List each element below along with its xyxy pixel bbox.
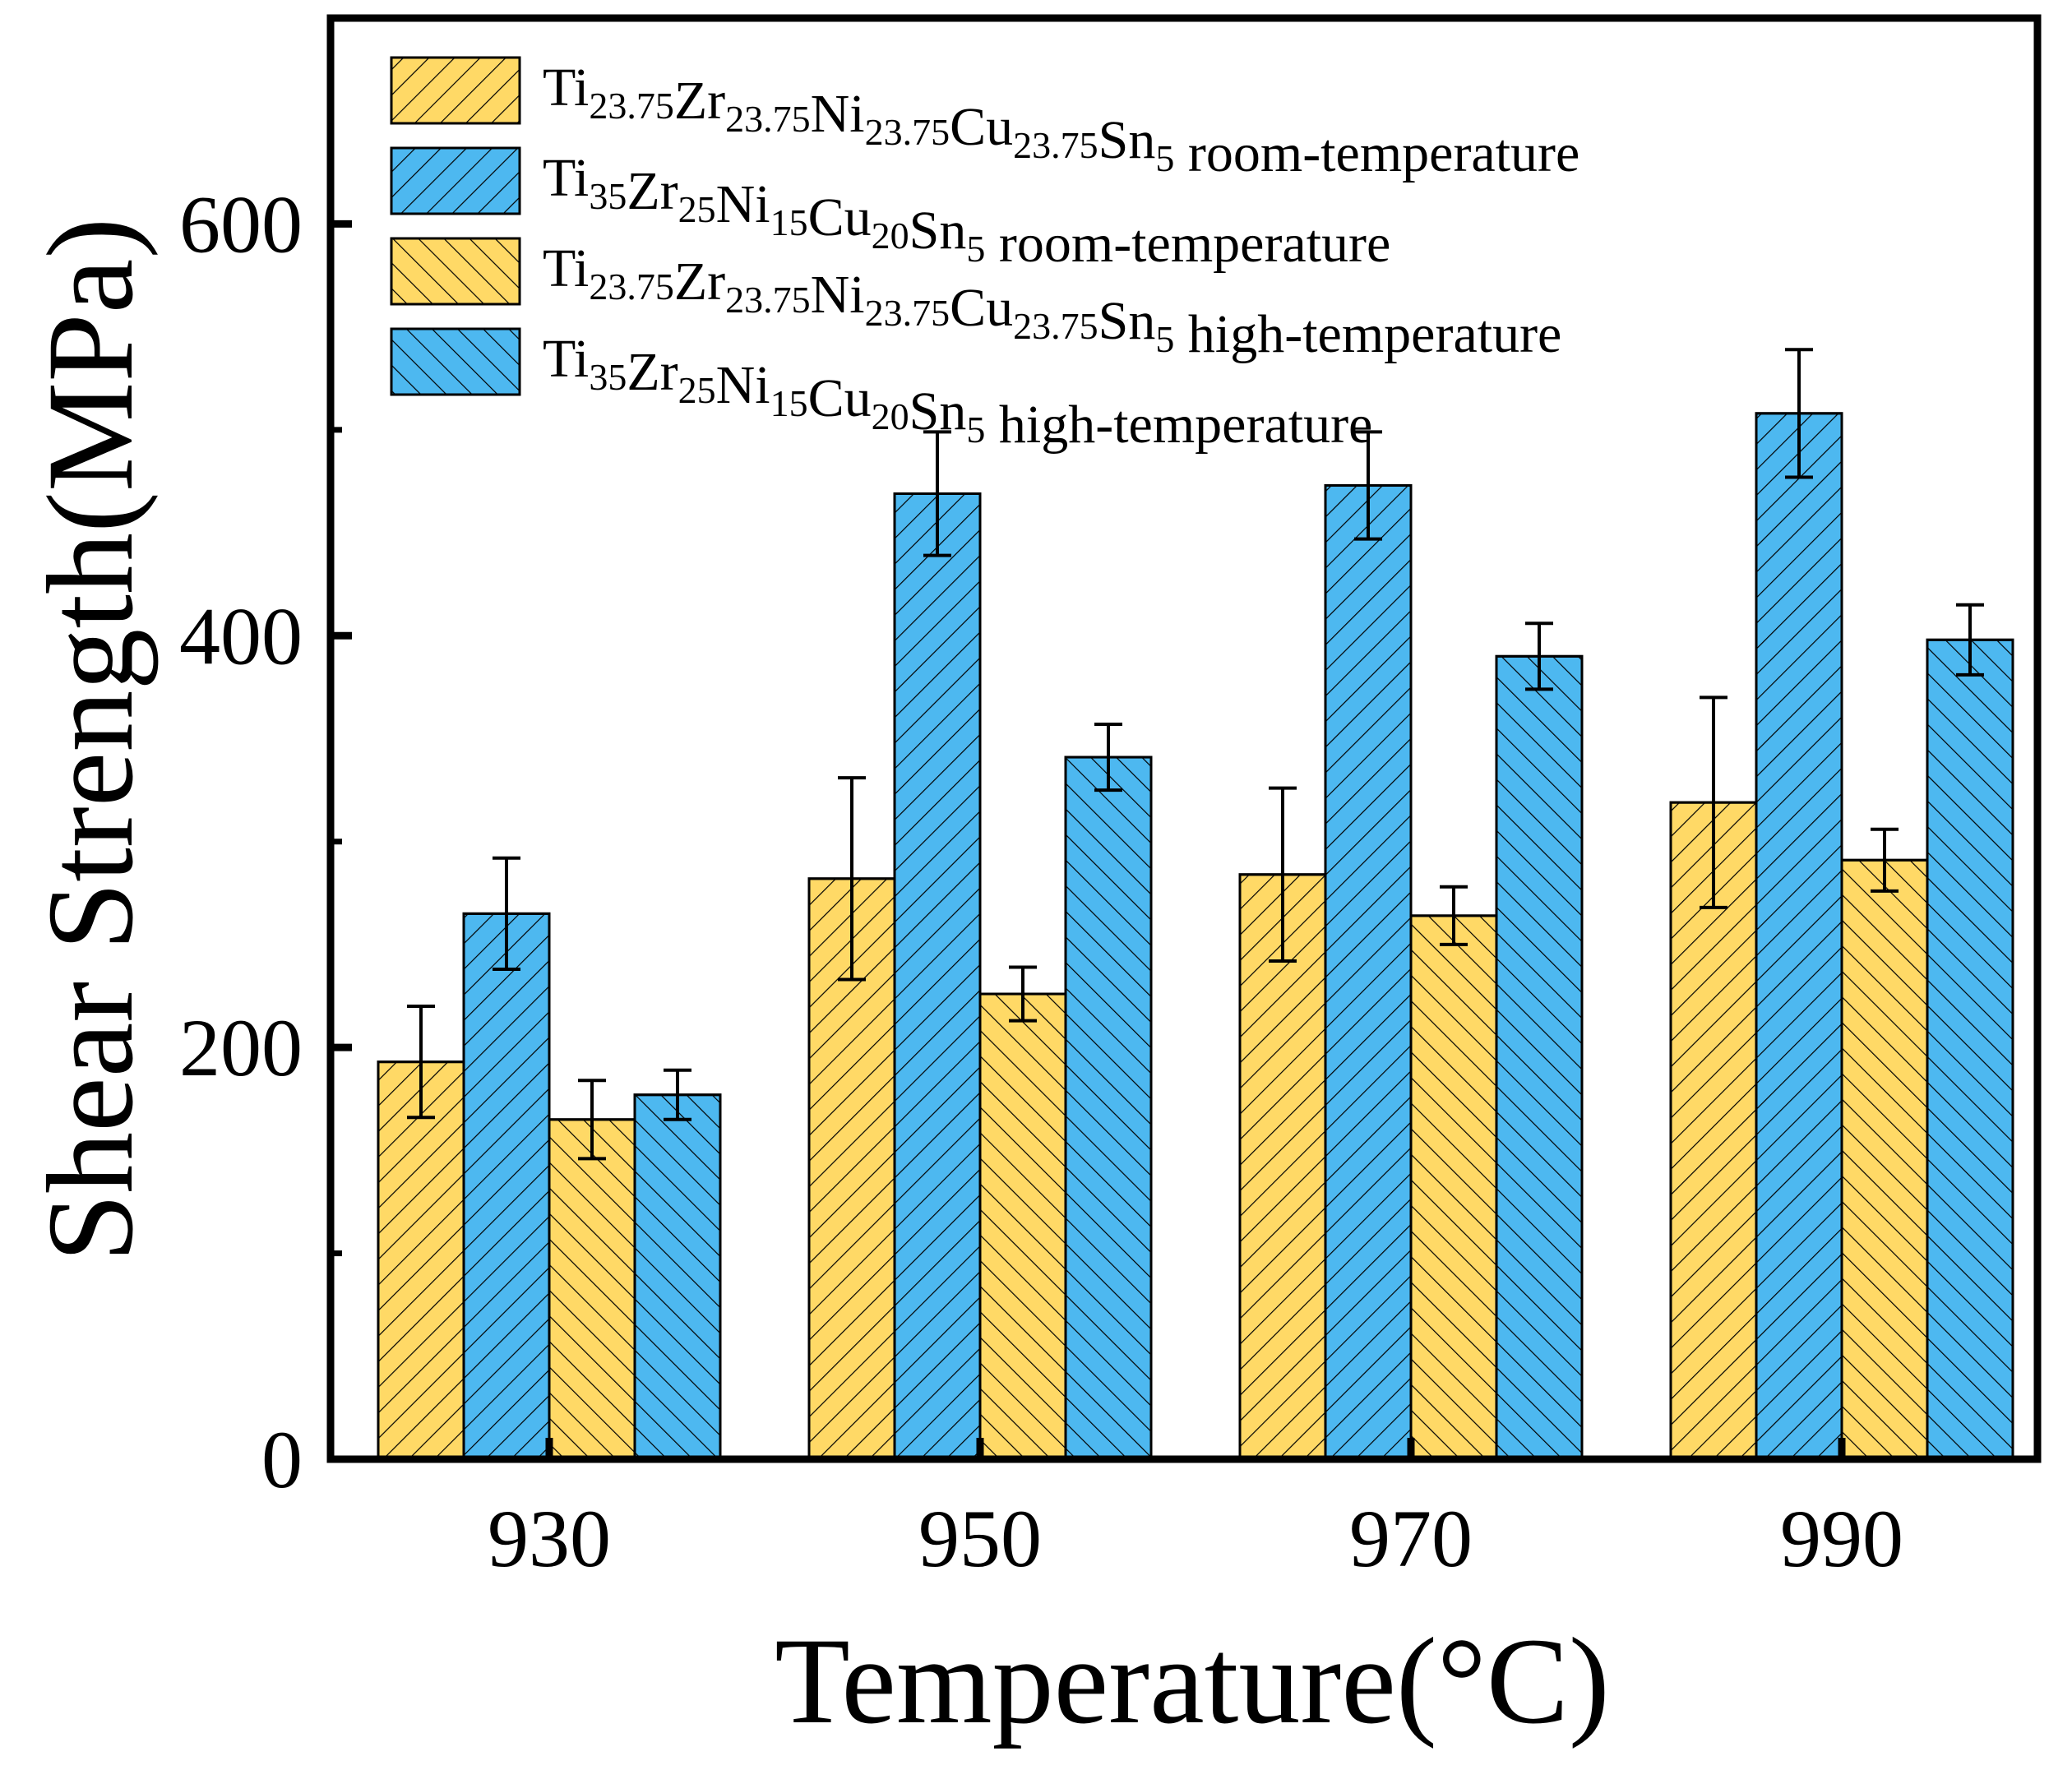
legend-text-part: Cu bbox=[808, 368, 872, 428]
legend-item-1: Ti23.75Zr23.75Ni23.75Cu23.75Sn5 room-tem… bbox=[390, 56, 1579, 183]
legend-text-part: Ni bbox=[716, 355, 770, 415]
bar-950-s2-hatch bbox=[893, 492, 982, 1461]
legend-text-part: Ni bbox=[716, 174, 770, 234]
legend-label-4: Ti35Zr25Ni15Cu20Sn5 high-temperature bbox=[543, 329, 1372, 455]
legend-text-part: Sn bbox=[1098, 110, 1156, 170]
bar-930-s3-hatch bbox=[548, 1118, 636, 1461]
legend-text-part: high-temperature bbox=[985, 395, 1372, 455]
legend-subscript: 23.75 bbox=[589, 266, 674, 307]
y-tick-label-600: 600 bbox=[179, 178, 303, 270]
legend-subscript: 23.75 bbox=[865, 292, 950, 334]
error-bars-layer bbox=[407, 348, 1984, 1161]
bar-950-s4-hatch bbox=[1064, 755, 1153, 1461]
legend-text-part: Zr bbox=[627, 161, 678, 221]
legend-subscript: 5 bbox=[1155, 318, 1174, 360]
legend-subscript: 25 bbox=[678, 188, 716, 230]
legend-subscript: 15 bbox=[770, 382, 808, 424]
bars-layer bbox=[377, 412, 2014, 1461]
bar-950-s3-hatch bbox=[978, 992, 1067, 1461]
plot-frame bbox=[326, 14, 2042, 1463]
legend-text-part: room-temperature bbox=[1174, 123, 1579, 183]
legend-item-3: Ti23.75Zr23.75Ni23.75Cu23.75Sn5 high-tem… bbox=[390, 237, 1561, 364]
legend-text-part: Ti bbox=[543, 148, 589, 208]
legend-subscript: 23.75 bbox=[725, 98, 811, 140]
legend-subscript: 15 bbox=[770, 201, 808, 243]
legend-subscript: 20 bbox=[872, 215, 909, 256]
legend-swatch-hatch-4 bbox=[390, 327, 521, 396]
legend-subscript: 5 bbox=[966, 228, 985, 270]
legend-text-part: Ni bbox=[811, 84, 865, 144]
bar-990-s1-hatch bbox=[1669, 801, 1758, 1461]
legend-text-part: room-temperature bbox=[985, 214, 1390, 274]
legend: Ti23.75Zr23.75Ni23.75Cu23.75Sn5 room-tem… bbox=[390, 56, 1579, 455]
bar-990-s2-hatch bbox=[1755, 412, 1843, 1461]
legend-subscript: 20 bbox=[872, 395, 909, 437]
legend-text-part: Cu bbox=[808, 187, 872, 247]
legend-text-part: Sn bbox=[909, 201, 967, 261]
legend-subscript: 23.75 bbox=[865, 111, 950, 153]
bar-930-s4-hatch bbox=[633, 1093, 722, 1461]
legend-subscript: 35 bbox=[589, 356, 627, 398]
bar-990-s3-hatch bbox=[1840, 858, 1929, 1461]
bar-970-s4-hatch bbox=[1495, 654, 1584, 1461]
legend-text-part: Ni bbox=[811, 265, 865, 325]
legend-text-part: Ti bbox=[543, 58, 589, 118]
x-tick-label-930: 930 bbox=[488, 1493, 611, 1584]
legend-subscript: 5 bbox=[966, 409, 985, 451]
x-tick-label-990: 990 bbox=[1780, 1493, 1903, 1584]
legend-label-2: Ti35Zr25Ni15Cu20Sn5 room-temperature bbox=[543, 148, 1390, 274]
bar-970-s2-hatch bbox=[1324, 483, 1413, 1461]
axis-layer: 930 950 970 990 0 200 400 600 bbox=[179, 178, 1903, 1584]
legend-item-2: Ti35Zr25Ni15Cu20Sn5 room-temperature bbox=[390, 146, 1390, 274]
legend-subscript: 23.75 bbox=[725, 279, 811, 321]
legend-swatch-hatch-1 bbox=[390, 56, 521, 125]
y-tick-label-400: 400 bbox=[179, 590, 303, 682]
legend-swatch-hatch-3 bbox=[390, 237, 521, 306]
legend-subscript: 23.75 bbox=[589, 85, 674, 127]
x-tick-label-950: 950 bbox=[918, 1493, 1042, 1584]
legend-swatch-hatch-2 bbox=[390, 146, 521, 215]
legend-subscript: 25 bbox=[678, 369, 716, 411]
legend-subscript: 35 bbox=[589, 175, 627, 217]
legend-label-3: Ti23.75Zr23.75Ni23.75Cu23.75Sn5 high-tem… bbox=[543, 238, 1561, 364]
legend-text-part: Cu bbox=[950, 97, 1013, 157]
legend-text-part: Sn bbox=[1098, 291, 1156, 351]
legend-label-1: Ti23.75Zr23.75Ni23.75Cu23.75Sn5 room-tem… bbox=[543, 58, 1579, 183]
legend-subscript: 23.75 bbox=[1013, 305, 1098, 347]
legend-item-4: Ti35Zr25Ni15Cu20Sn5 high-temperature bbox=[390, 327, 1372, 455]
bar-970-s3-hatch bbox=[1409, 914, 1498, 1461]
legend-text-part: Cu bbox=[950, 278, 1013, 338]
legend-text-part: Ti bbox=[543, 329, 589, 389]
y-axis-title: Shear Strength(MPa) bbox=[22, 218, 159, 1263]
legend-text-part: Zr bbox=[627, 342, 678, 402]
legend-text-part: high-temperature bbox=[1174, 304, 1561, 364]
x-axis-title: Temperature(°C) bbox=[775, 1613, 1610, 1749]
x-tick-label-970: 970 bbox=[1349, 1493, 1473, 1584]
y-tick-label-0: 0 bbox=[261, 1414, 303, 1505]
y-tick-label-200: 200 bbox=[179, 1002, 303, 1093]
legend-subscript: 5 bbox=[1155, 137, 1174, 179]
legend-subscript: 23.75 bbox=[1013, 124, 1098, 166]
bar-930-s1-hatch bbox=[377, 1060, 465, 1461]
bar-930-s2-hatch bbox=[462, 912, 551, 1461]
bar-990-s4-hatch bbox=[1926, 638, 2014, 1461]
legend-text-part: Ti bbox=[543, 238, 589, 298]
legend-text-part: Zr bbox=[674, 252, 725, 312]
legend-text-part: Zr bbox=[674, 71, 725, 131]
legend-text-part: Sn bbox=[909, 381, 967, 441]
